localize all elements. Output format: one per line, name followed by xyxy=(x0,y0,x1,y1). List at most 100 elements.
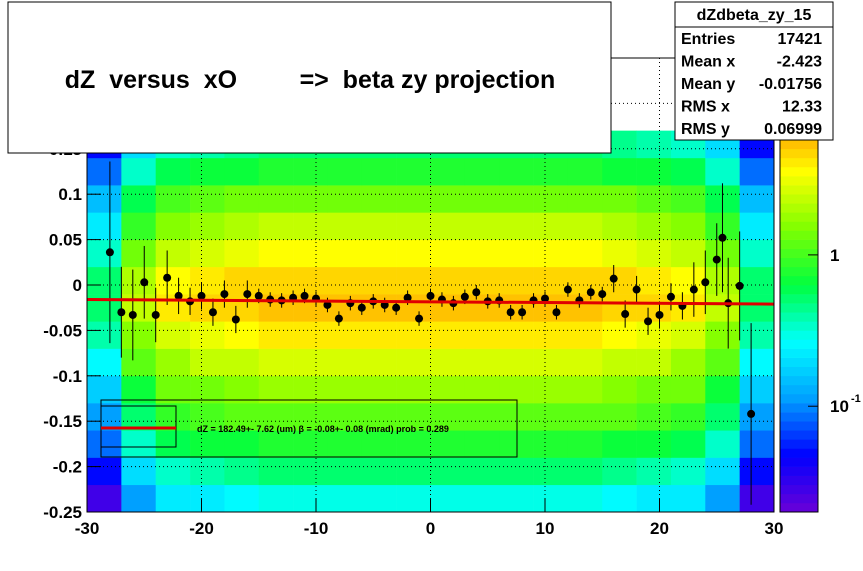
heatmap-cell xyxy=(602,266,637,295)
heatmap-cell xyxy=(87,375,122,404)
heatmap-cell xyxy=(121,403,156,431)
heatmap-cell xyxy=(327,430,363,458)
data-point xyxy=(460,292,469,301)
heatmap-cell xyxy=(499,484,534,513)
heatmap-cell xyxy=(190,185,225,213)
heatmap-cell xyxy=(636,375,672,404)
palette-band xyxy=(780,230,818,240)
heatmap-cell xyxy=(258,185,294,213)
heatmap-cell xyxy=(396,430,431,458)
heatmap-cell xyxy=(258,430,294,458)
heatmap-cell xyxy=(636,321,672,349)
x-tick-label: 20 xyxy=(650,519,669,538)
heatmap-cell xyxy=(602,484,637,513)
x-tick-label: 0 xyxy=(426,519,435,538)
heatmap-cell xyxy=(602,157,637,186)
heatmap-cell xyxy=(739,157,775,186)
data-point xyxy=(392,303,401,312)
z-tick-exponent: -1 xyxy=(851,393,861,405)
heatmap-cell xyxy=(670,403,706,431)
data-point xyxy=(701,278,710,287)
heatmap-cell xyxy=(533,484,569,513)
heatmap-cell xyxy=(430,185,466,213)
palette-band xyxy=(780,275,818,286)
heatmap-cell xyxy=(670,266,706,295)
heatmap-cell xyxy=(190,375,225,404)
stats-label: Mean y xyxy=(681,76,735,93)
heatmap-cell xyxy=(464,484,500,513)
palette-band xyxy=(780,185,818,195)
heatmap-cell xyxy=(670,212,706,240)
palette-band xyxy=(780,285,818,295)
heatmap-cell xyxy=(361,457,397,486)
palette-band xyxy=(780,357,818,368)
heatmap-cell xyxy=(670,239,706,268)
heatmap-cell xyxy=(87,430,122,458)
heatmap-cell xyxy=(430,484,466,513)
heatmap-cell xyxy=(499,321,534,349)
data-point xyxy=(140,278,149,287)
data-point xyxy=(254,291,263,300)
palette-band xyxy=(780,466,818,476)
palette-band xyxy=(780,393,818,404)
heatmap-cell xyxy=(464,157,500,186)
stats-value: 0.06999 xyxy=(764,121,822,138)
heatmap-cell xyxy=(190,157,225,186)
stats-label: Mean x xyxy=(681,54,735,71)
heatmap-cell xyxy=(739,484,775,513)
data-point xyxy=(300,291,309,300)
heatmap-cell xyxy=(327,348,363,377)
heatmap-cell xyxy=(121,457,156,486)
heatmap-cell xyxy=(705,403,740,431)
heatmap-cell xyxy=(155,157,191,186)
heatmap-cell xyxy=(224,484,260,513)
heatmap-cell xyxy=(396,212,431,240)
heatmap-cell xyxy=(430,239,466,268)
palette-band xyxy=(780,148,818,159)
heatmap-cell xyxy=(602,457,637,486)
heatmap-cell xyxy=(121,185,156,213)
heatmap-cell xyxy=(705,294,740,322)
heatmap-cell xyxy=(670,430,706,458)
heatmap-cell xyxy=(327,457,363,486)
palette-band xyxy=(780,203,818,213)
heatmap-cell xyxy=(155,266,191,295)
palette-band xyxy=(780,266,818,277)
heatmap-cell xyxy=(602,294,637,322)
heatmap-cell xyxy=(739,375,775,404)
heatmap-cell xyxy=(533,212,569,240)
palette-band xyxy=(780,194,818,204)
data-point xyxy=(666,292,675,301)
data-point xyxy=(563,285,572,294)
heatmap-cell xyxy=(224,266,260,295)
heatmap-cell xyxy=(361,321,397,349)
heatmap-cell xyxy=(739,239,775,268)
palette-band xyxy=(780,412,818,422)
data-point xyxy=(586,288,595,297)
y-tick-label: 0.05 xyxy=(49,231,82,250)
heatmap-cell xyxy=(533,403,569,431)
heatmap-cell xyxy=(567,266,603,295)
palette-band xyxy=(780,221,818,231)
heatmap-cell xyxy=(430,212,466,240)
heatmap-cell xyxy=(636,294,672,322)
data-point xyxy=(243,290,252,299)
y-tick-label: -0.15 xyxy=(43,412,82,431)
palette-band xyxy=(780,375,818,386)
heatmap-cell xyxy=(293,294,328,322)
heatmap-cell xyxy=(87,403,122,431)
heatmap-cell xyxy=(190,403,225,431)
heatmap-cell xyxy=(567,457,603,486)
heatmap-cell xyxy=(464,239,500,268)
heatmap-cell xyxy=(293,185,328,213)
heatmap-cell xyxy=(739,457,775,486)
heatmap-cell xyxy=(121,430,156,458)
heatmap-cell xyxy=(739,266,775,295)
data-point xyxy=(323,300,332,309)
heatmap-cell xyxy=(396,266,431,295)
palette-band xyxy=(780,176,818,186)
data-point xyxy=(128,310,137,319)
data-point xyxy=(415,314,424,323)
heatmap-cell xyxy=(533,294,569,322)
heatmap-cell xyxy=(327,321,363,349)
